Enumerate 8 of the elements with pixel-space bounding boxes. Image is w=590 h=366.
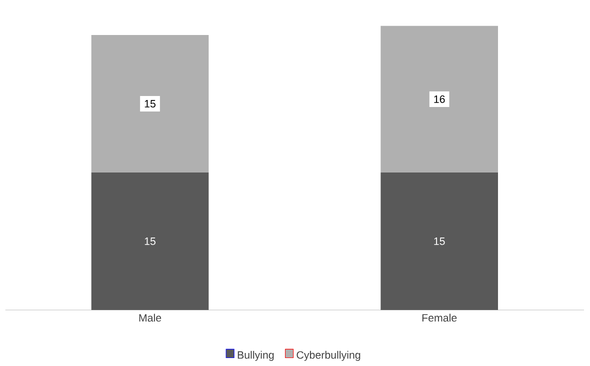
data-label: 16 [434, 95, 445, 103]
legend-label: Bullying [238, 350, 274, 361]
x-tick-label: Male [139, 314, 162, 322]
legend-label: Cyberbullying [296, 350, 360, 361]
data-label: 15 [434, 238, 445, 245]
x-tick-label: Female [422, 314, 457, 322]
data-label: 15 [144, 238, 156, 245]
data-label: 15 [144, 100, 156, 108]
